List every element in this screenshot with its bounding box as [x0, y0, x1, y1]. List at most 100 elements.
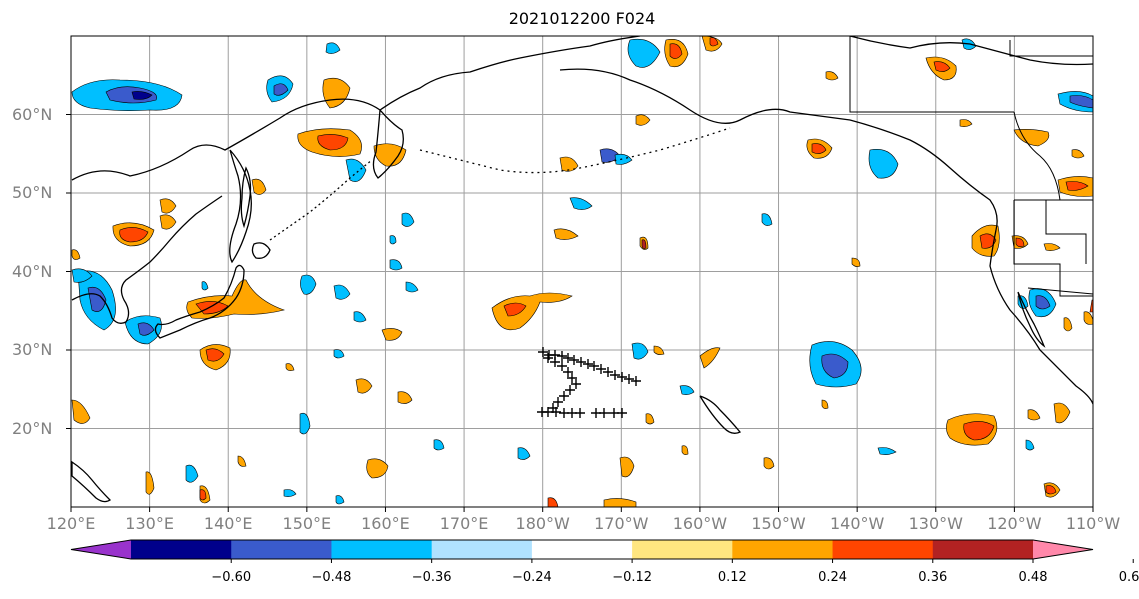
plus-markers: [537, 347, 641, 418]
coastline-philippines: [71, 460, 112, 503]
colorbar-segment: [331, 540, 433, 559]
plus-marker: [576, 357, 586, 367]
lon-label: 140°W: [829, 514, 885, 533]
colorbar-segment: [932, 540, 1034, 559]
lon-label: 140°E: [203, 514, 253, 533]
plus-marker: [596, 364, 606, 374]
lat-label: 60°N: [12, 104, 53, 124]
lat-label: 40°N: [12, 261, 53, 281]
coastline-canada-arctic: [849, 36, 1093, 66]
colorbar-tick-label: 0.36: [918, 570, 948, 585]
plus-marker: [599, 408, 609, 418]
neg-anomaly-siberia-center: [131, 91, 153, 100]
colorbar-extend-min: [71, 540, 131, 559]
plus-marker: [559, 391, 569, 401]
colorbar-segment: [231, 540, 332, 559]
lon-label: 180°W: [515, 514, 570, 533]
plus-marker: [565, 385, 575, 395]
lat-label: 30°N: [12, 340, 53, 359]
plus-marker: [571, 379, 581, 389]
map-title: 2021012200 F024: [508, 9, 656, 28]
pos-anomaly-aleutian: [559, 156, 579, 172]
neg-anomaly-goa: [868, 149, 899, 179]
coastline-asia: [71, 36, 641, 181]
anomaly-shading: [71, 36, 1093, 507]
colorbar-tick-label: −0.60: [211, 570, 252, 585]
colorbar-tick-label: −0.48: [311, 570, 352, 585]
lon-label: 110°W: [1065, 514, 1121, 533]
lat-label: 50°N: [12, 183, 53, 202]
colorbar-tick-label: −0.24: [511, 570, 552, 585]
colorbar-segment: [832, 540, 934, 559]
plus-marker: [538, 347, 548, 357]
lon-label: 160°W: [672, 514, 728, 533]
border-us-states-1: [1013, 200, 1093, 297]
coastline-kamchatka: [372, 109, 404, 179]
plus-marker: [550, 357, 560, 367]
border-us-states-2: [1045, 200, 1087, 264]
plus-marker: [563, 353, 573, 363]
plus-marker: [553, 397, 563, 407]
lon-label: 160°E: [361, 514, 410, 533]
pos-anomaly-sw: [71, 399, 91, 424]
colorbar-segment: [632, 540, 733, 559]
lon-label: 120°W: [987, 514, 1042, 533]
colorbar-tick-label: 0.48: [1018, 570, 1048, 585]
plus-marker: [563, 367, 573, 377]
coastline-hawaii: [699, 395, 742, 434]
lon-label: 150°E: [282, 514, 332, 533]
neg-anomaly-okhotsk: [345, 158, 367, 182]
border-bc-alberta: [1013, 111, 1061, 201]
positive-anomalies: [71, 36, 1093, 507]
colorbar-segment: [131, 540, 232, 559]
colorbar-tick-label: 0.60: [1118, 570, 1139, 585]
plus-marker: [589, 361, 599, 371]
plus-marker: [610, 370, 620, 380]
coastline-baja: [1017, 291, 1046, 348]
plus-marker: [603, 367, 613, 377]
coastline-kurils: [269, 159, 373, 241]
lon-label: 170°W: [594, 514, 649, 533]
colorbar-segment: [531, 540, 633, 559]
lat-label: 20°N: [12, 418, 53, 438]
plus-marker: [617, 372, 627, 382]
colorbar: [70, 539, 1134, 563]
coastline-alaska: [559, 68, 998, 231]
plus-marker: [624, 374, 634, 384]
coastlines: [71, 36, 1093, 503]
lon-label: 170°E: [439, 514, 489, 533]
colorbar-segment: [732, 540, 834, 559]
coastline-aleutians: [419, 127, 731, 174]
plus-marker: [557, 351, 567, 361]
plus-marker: [583, 359, 593, 369]
pos-anomaly-tropic: [366, 458, 389, 479]
lon-label: 150°W: [751, 514, 806, 533]
lon-label: 130°W: [908, 514, 963, 533]
colorbar-tick-label: 0.24: [818, 570, 848, 585]
colorbar-outline: [70, 539, 1094, 560]
axis-ticks: [66, 114, 1094, 512]
plus-marker: [543, 353, 553, 363]
colorbar-segment: [431, 540, 533, 559]
colorbar-tick-label: −0.36: [411, 570, 452, 585]
plus-marker: [569, 355, 579, 365]
border-us-mexico: [1027, 287, 1093, 295]
colorbar-tick-label: −0.12: [612, 570, 653, 585]
plus-marker: [557, 361, 567, 371]
border-canada-prov: [1009, 40, 1093, 57]
coastline-china-korea: [71, 195, 223, 324]
plus-marker: [551, 407, 561, 417]
coastline-sakhalin: [240, 166, 252, 229]
negative-anomalies: [71, 38, 1093, 505]
coastline-hokkaido: [251, 242, 271, 259]
gridlines: [71, 36, 1093, 507]
coastline-japan: [154, 264, 245, 339]
coastline-west-na: [989, 229, 1093, 405]
plus-marker: [617, 408, 627, 418]
plus-marker: [567, 373, 577, 383]
border-us-canada-alaska: [849, 36, 1014, 113]
political-borders: [849, 36, 1093, 297]
pos-anomaly-nw-pacific: [491, 292, 573, 331]
plus-marker: [575, 408, 585, 418]
